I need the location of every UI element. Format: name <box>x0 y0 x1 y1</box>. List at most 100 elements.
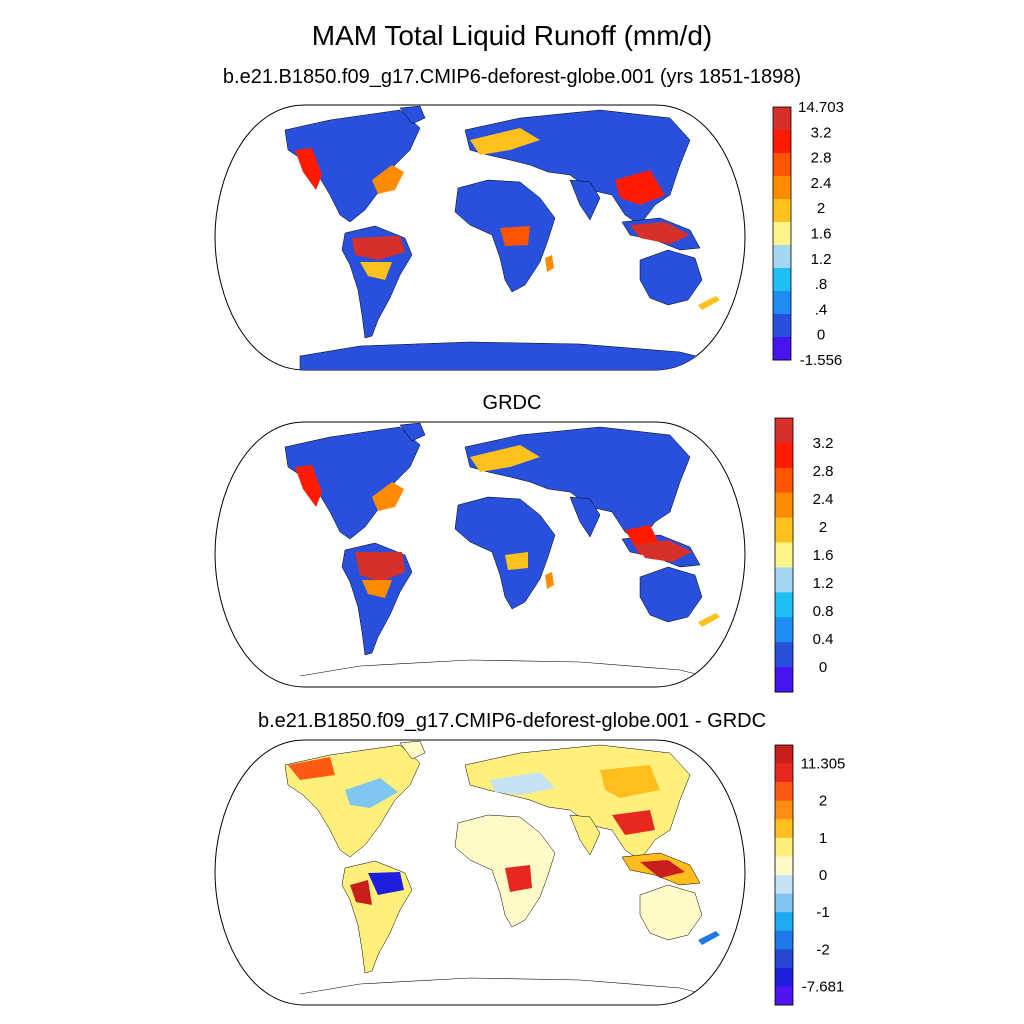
colorbar-swatch <box>775 763 793 783</box>
colorbar-swatch <box>775 967 793 987</box>
colorbar-tick-label: 0.8 <box>813 603 834 620</box>
runoff-se-asia <box>615 170 665 205</box>
land-greenland <box>399 740 426 760</box>
colorbar-swatch <box>775 800 793 820</box>
colorbar-swatch <box>775 912 793 932</box>
colorbar-swatch <box>775 893 793 913</box>
colorbar-tick-label: -1 <box>816 904 829 921</box>
panel-obs-map <box>214 421 746 688</box>
panel-model-subtitle: b.e21.B1850.f09_g17.CMIP6-deforest-globe… <box>222 66 802 88</box>
colorbar-swatch <box>773 107 791 131</box>
runoff-amazon <box>355 552 405 582</box>
colorbar-tick-label: .8 <box>815 276 828 293</box>
land-africa <box>454 814 556 928</box>
colorbar-border <box>774 417 794 693</box>
colorbar-swatch <box>773 130 791 154</box>
land-australia <box>639 566 703 623</box>
colorbar-tick-label: 0.4 <box>813 631 834 648</box>
colorbar-tick-label: 2.8 <box>811 150 832 167</box>
colorbar-swatch <box>773 291 791 315</box>
colorbar-swatch <box>775 517 793 544</box>
land-india <box>569 179 601 221</box>
land-antarctica-outline <box>299 977 721 999</box>
colorbar-swatch <box>775 442 793 469</box>
colorbar-swatch <box>773 199 791 223</box>
colorbar-swatch <box>775 930 793 950</box>
colorbar-tick-label: 0 <box>817 327 825 344</box>
colorbar-tick-label: 2.8 <box>813 463 834 480</box>
diff-siberia-pos <box>600 765 660 798</box>
runoff-new-zealand <box>698 613 720 627</box>
colorbar-swatch <box>775 492 793 519</box>
panel-diff-map <box>214 739 746 1006</box>
colorbar-tick-label: -2 <box>816 941 829 958</box>
colorbar-tick-label: 0 <box>819 867 827 884</box>
diff-indonesia-pos <box>640 860 685 878</box>
colorbar-tick-label: 3.2 <box>813 435 834 452</box>
runoff-indonesia <box>635 540 692 562</box>
colorbar-tick-label: 3.2 <box>811 124 832 141</box>
colorbar-swatch <box>773 337 791 361</box>
panel-model-map <box>214 104 746 371</box>
diff-canada-neg <box>345 778 398 808</box>
panel-obs-subtitle: GRDC <box>482 392 542 414</box>
colorbar-swatch <box>775 875 793 895</box>
colorbar-swatch <box>775 837 793 857</box>
land-antarctica <box>299 341 721 370</box>
runoff-amazon <box>352 236 405 260</box>
diff-china-pos <box>612 810 655 835</box>
colorbar-swatch <box>775 592 793 618</box>
diff-europe-neg <box>490 772 555 795</box>
figure-title: MAM Total Liquid Runoff (mm/d) <box>311 20 713 51</box>
colorbar-swatch <box>775 819 793 839</box>
colorbar-tick-label: 1.6 <box>811 226 832 243</box>
colorbar-tick-label: .4 <box>815 301 828 318</box>
runoff-e-america <box>372 165 404 194</box>
runoff-europe <box>470 128 540 155</box>
colorbar-swatch <box>775 567 793 593</box>
runoff-europe <box>470 445 540 472</box>
colorbar-tick-label: 2 <box>819 793 827 810</box>
colorbar-swatch <box>773 153 791 177</box>
colorbar-swatch <box>775 856 793 876</box>
colorbar-swatch <box>775 986 793 1006</box>
runoff-nw-america <box>295 465 322 507</box>
colorbar-swatch <box>773 314 791 338</box>
colorbar-swatch <box>775 418 793 444</box>
runoff-nw-america <box>295 148 322 190</box>
panel-obs-colorbar: 3.2 2.8 2.4 2 1.6 1.2 0.8 0.4 0 <box>774 417 834 693</box>
colorbar-swatch <box>773 176 791 200</box>
land-australia <box>639 249 703 306</box>
colorbar-tick-label: 1.6 <box>813 547 834 564</box>
land-india <box>569 496 601 538</box>
panel-diff-subtitle: b.e21.B1850.f09_g17.CMIP6-deforest-globe… <box>257 710 767 732</box>
land-greenland <box>399 422 426 442</box>
colorbar-swatch <box>773 268 791 292</box>
runoff-congo <box>505 552 528 570</box>
land-greenland <box>399 105 426 125</box>
colorbar-swatch <box>775 642 793 668</box>
colorbar-tick-label: 1 <box>819 830 827 847</box>
colorbar-tick-label: 0 <box>819 659 827 676</box>
colorbar-swatch <box>775 667 793 693</box>
diff-alaska-pos <box>288 757 335 780</box>
colorbar-swatch <box>775 617 793 643</box>
colorbar-tick-label: 2 <box>817 200 825 217</box>
colorbar-tick-label: 1.2 <box>811 251 832 268</box>
colorbar-swatch <box>775 467 793 494</box>
colorbar-swatch <box>775 745 793 765</box>
runoff-indonesia <box>630 222 690 244</box>
colorbar-swatch <box>775 949 793 969</box>
land-india <box>569 814 601 856</box>
diff-amazon-neg <box>368 872 404 895</box>
diff-congo-pos <box>505 865 532 892</box>
colorbar-tick-label: -1.556 <box>800 352 843 369</box>
colorbar-tick-label: 2.4 <box>811 175 832 192</box>
colorbar-swatch <box>775 542 793 568</box>
colorbar-swatch <box>773 222 791 246</box>
diff-amazon-pos <box>350 880 372 905</box>
colorbar-border <box>774 744 794 1006</box>
runoff-madagascar <box>545 572 554 589</box>
colorbar-swatch <box>775 782 793 802</box>
